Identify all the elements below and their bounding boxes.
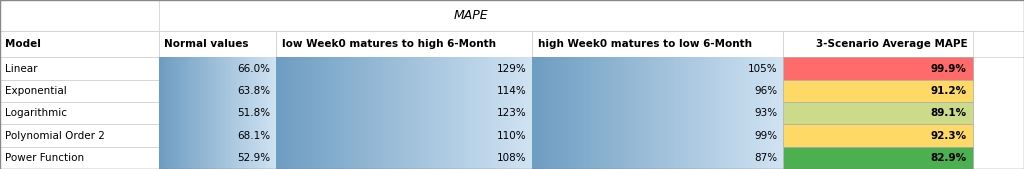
Text: 68.1%: 68.1% xyxy=(238,130,270,141)
Text: 89.1%: 89.1% xyxy=(931,108,967,118)
Text: 91.2%: 91.2% xyxy=(931,86,967,96)
Text: 110%: 110% xyxy=(497,130,526,141)
Bar xyxy=(532,31,783,57)
Bar xyxy=(159,147,276,169)
Text: 114%: 114% xyxy=(497,86,526,96)
Bar xyxy=(276,31,532,57)
Bar xyxy=(276,80,532,102)
Bar xyxy=(276,124,532,147)
Text: low Week0 matures to high 6-Month: low Week0 matures to high 6-Month xyxy=(282,39,496,49)
Text: 52.9%: 52.9% xyxy=(238,153,270,163)
Bar xyxy=(532,80,783,102)
Text: 99%: 99% xyxy=(754,130,777,141)
Text: high Week0 matures to low 6-Month: high Week0 matures to low 6-Month xyxy=(538,39,752,49)
Text: 87%: 87% xyxy=(754,153,777,163)
Text: Model: Model xyxy=(5,39,41,49)
Bar xyxy=(159,124,276,147)
Bar xyxy=(0,124,159,147)
Bar xyxy=(0,0,159,31)
Bar xyxy=(159,31,276,57)
Text: MAPE: MAPE xyxy=(454,9,488,22)
Bar xyxy=(0,31,1024,57)
Bar xyxy=(159,102,276,124)
Text: Normal values: Normal values xyxy=(164,39,249,49)
Text: Power Function: Power Function xyxy=(5,153,84,163)
Bar xyxy=(783,80,973,102)
Text: 129%: 129% xyxy=(497,64,526,74)
Bar xyxy=(783,147,973,169)
Bar xyxy=(783,31,973,57)
Bar xyxy=(0,147,159,169)
Bar xyxy=(0,102,159,124)
Text: 63.8%: 63.8% xyxy=(238,86,270,96)
Text: 3-Scenario Average MAPE: 3-Scenario Average MAPE xyxy=(816,39,968,49)
Bar xyxy=(0,80,159,102)
Bar xyxy=(159,57,276,80)
Bar xyxy=(0,57,159,80)
Text: 108%: 108% xyxy=(497,153,526,163)
Text: 93%: 93% xyxy=(754,108,777,118)
Bar xyxy=(0,0,1024,31)
Text: Linear: Linear xyxy=(5,64,38,74)
Bar xyxy=(0,31,159,57)
Bar xyxy=(276,147,532,169)
Bar xyxy=(532,102,783,124)
Bar xyxy=(159,80,276,102)
Bar xyxy=(532,147,783,169)
Bar xyxy=(783,57,973,80)
Bar xyxy=(532,57,783,80)
Text: 92.3%: 92.3% xyxy=(931,130,967,141)
Bar xyxy=(276,102,532,124)
Text: 51.8%: 51.8% xyxy=(238,108,270,118)
Text: Logarithmic: Logarithmic xyxy=(5,108,68,118)
Text: 66.0%: 66.0% xyxy=(238,64,270,74)
Text: 99.9%: 99.9% xyxy=(931,64,967,74)
Bar xyxy=(532,124,783,147)
Text: 105%: 105% xyxy=(748,64,777,74)
Text: Exponential: Exponential xyxy=(5,86,67,96)
Text: 82.9%: 82.9% xyxy=(931,153,967,163)
Bar xyxy=(783,124,973,147)
Text: Polynomial Order 2: Polynomial Order 2 xyxy=(5,130,105,141)
Text: 123%: 123% xyxy=(497,108,526,118)
Text: 96%: 96% xyxy=(754,86,777,96)
Bar xyxy=(276,57,532,80)
Bar xyxy=(783,102,973,124)
